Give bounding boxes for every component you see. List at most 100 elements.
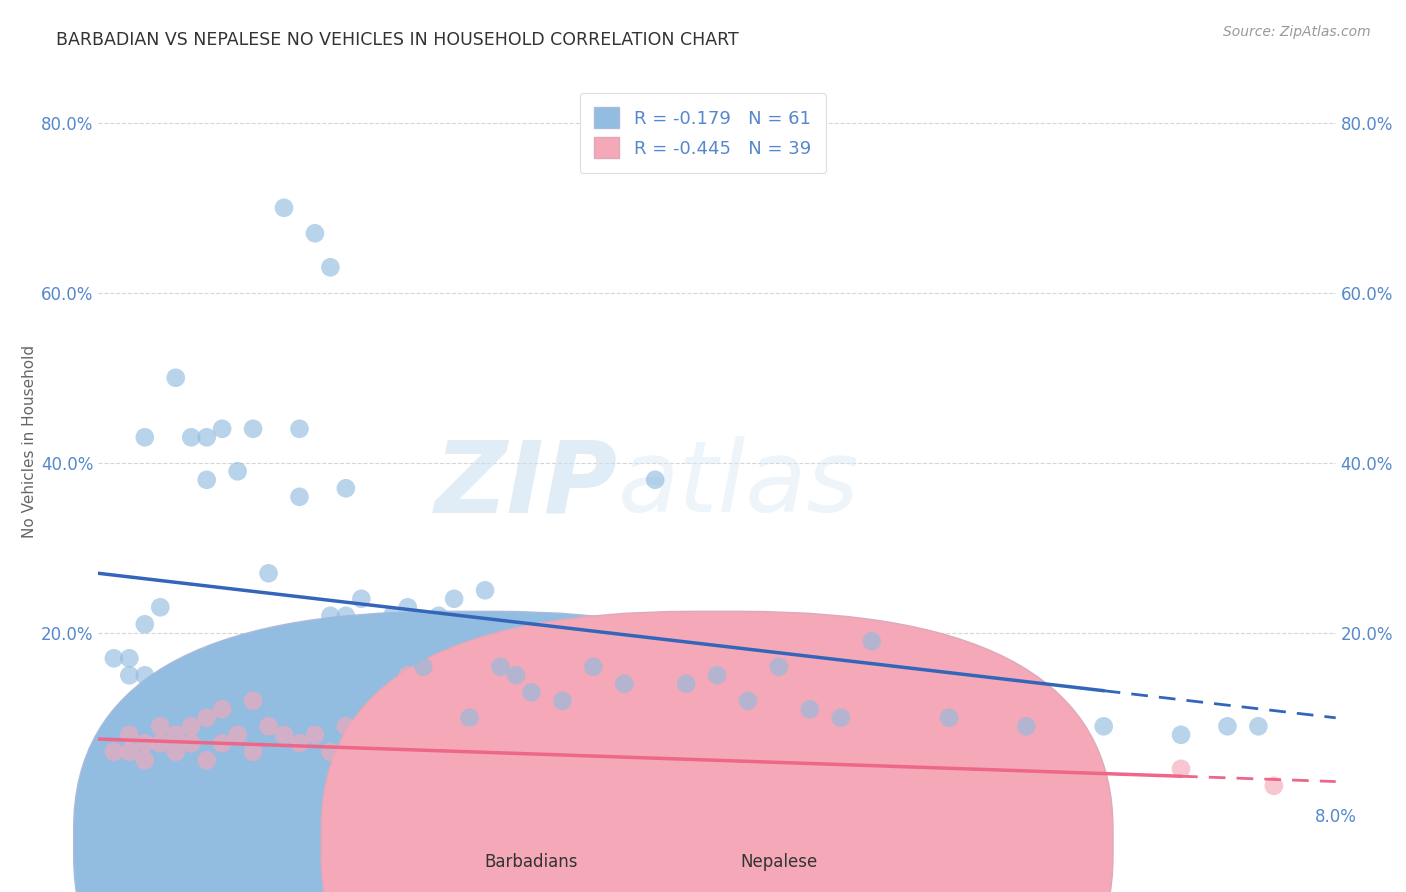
Point [350,745,373,759]
Point [134,668,156,682]
Point [211,651,233,665]
Point [226,677,249,691]
Point [319,608,342,623]
Point [938,745,960,759]
Point [319,260,342,275]
Point [226,464,249,478]
Point [134,617,156,632]
Point [1247,719,1270,733]
Point [149,736,172,750]
Point [706,668,728,682]
Point [675,677,697,691]
Point [257,660,280,674]
Point [273,677,295,691]
Point [1170,762,1192,776]
Point [165,745,187,759]
Point [335,719,357,733]
Point [180,719,202,733]
Point [149,719,172,733]
Point [134,753,156,767]
Point [520,685,543,699]
Point [195,711,218,725]
Point [427,608,450,623]
Point [273,201,295,215]
Point [288,490,311,504]
Point [366,617,388,632]
FancyBboxPatch shape [321,611,1114,892]
Point [226,728,249,742]
Point [273,728,295,742]
Text: Source: ZipAtlas.com: Source: ZipAtlas.com [1223,25,1371,39]
Point [304,728,326,742]
Point [412,660,434,674]
Text: Barbadians: Barbadians [485,854,578,871]
Point [644,473,666,487]
Point [427,711,450,725]
Point [628,711,651,725]
Point [783,728,806,742]
Point [165,371,187,385]
Point [489,711,512,725]
Text: ZIP: ZIP [434,436,619,533]
Point [165,728,187,742]
Point [180,685,202,699]
Point [242,694,264,708]
Point [288,736,311,750]
Point [489,660,512,674]
Point [180,736,202,750]
Point [149,600,172,615]
Point [830,711,852,725]
Point [118,745,141,759]
FancyBboxPatch shape [73,611,866,892]
Point [242,651,264,665]
Point [737,694,759,708]
Point [551,719,574,733]
Point [211,702,233,716]
Text: atlas: atlas [619,436,859,533]
Point [1216,719,1239,733]
Point [520,736,543,750]
Point [257,566,280,581]
Point [706,736,728,750]
Legend: R = -0.179   N = 61, R = -0.445   N = 39: R = -0.179 N = 61, R = -0.445 N = 39 [579,93,825,172]
Point [304,685,326,699]
Point [195,430,218,444]
Point [118,728,141,742]
Point [551,694,574,708]
Point [860,634,883,648]
Point [335,481,357,495]
Point [366,753,388,767]
Point [474,583,496,598]
Y-axis label: No Vehicles in Household: No Vehicles in Household [22,345,38,538]
Point [118,651,141,665]
Point [582,660,605,674]
Point [613,677,636,691]
Point [350,591,373,606]
Point [304,227,326,241]
Point [582,728,605,742]
Point [505,668,527,682]
Point [1170,728,1192,742]
Point [257,719,280,733]
Point [103,745,125,759]
Point [938,711,960,725]
Point [288,694,311,708]
Text: BARBADIAN VS NEPALESE NO VEHICLES IN HOUSEHOLD CORRELATION CHART: BARBADIAN VS NEPALESE NO VEHICLES IN HOU… [56,31,740,49]
Point [211,736,233,750]
Point [443,591,465,606]
Point [799,702,821,716]
Point [381,608,404,623]
Point [458,728,481,742]
Point [149,677,172,691]
Point [134,736,156,750]
Point [396,600,419,615]
Point [118,668,141,682]
Point [242,745,264,759]
Point [1092,719,1115,733]
Point [768,660,790,674]
Point [335,608,357,623]
Point [288,422,311,436]
Point [242,422,264,436]
Point [319,745,342,759]
Point [103,651,125,665]
